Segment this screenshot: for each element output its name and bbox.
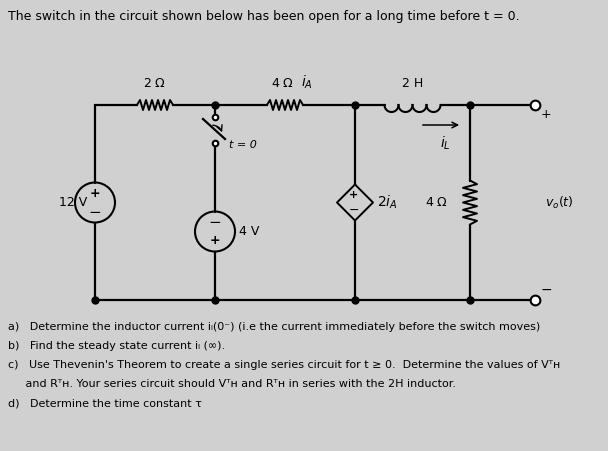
Text: ww: ww [147, 90, 163, 100]
Text: $2i_A$: $2i_A$ [377, 194, 398, 211]
Text: a)   Determine the inductor current iₗ(0⁻) (i.e the current immediately before t: a) Determine the inductor current iₗ(0⁻)… [8, 322, 541, 332]
Text: −: − [89, 205, 102, 220]
Text: t = 0: t = 0 [229, 140, 257, 150]
Text: 4 V: 4 V [239, 225, 260, 238]
Text: b)   Find the steady state current iₗ (∞).: b) Find the steady state current iₗ (∞). [8, 341, 225, 351]
Text: 4 $\Omega$: 4 $\Omega$ [425, 196, 448, 209]
Text: $i_A$: $i_A$ [301, 74, 313, 91]
Text: d)   Determine the time constant τ: d) Determine the time constant τ [8, 398, 202, 408]
Text: 4 $\Omega$: 4 $\Omega$ [272, 77, 294, 90]
Text: −: − [541, 283, 553, 297]
Text: +: + [90, 187, 100, 200]
Text: c)   Use Thevenin's Theorem to create a single series circuit for t ≥ 0.  Determ: c) Use Thevenin's Theorem to create a si… [8, 360, 560, 370]
Text: +: + [210, 234, 220, 247]
Text: 12 V: 12 V [59, 196, 87, 209]
Text: −: − [209, 215, 221, 230]
Text: $i_L$: $i_L$ [440, 135, 451, 152]
Text: +: + [541, 108, 551, 121]
Text: The switch in the circuit shown below has been open for a long time before t = 0: The switch in the circuit shown below ha… [8, 10, 520, 23]
Text: 2 H: 2 H [402, 77, 423, 90]
Text: +: + [350, 190, 359, 201]
Text: and Rᵀʜ. Your series circuit should Vᵀʜ and Rᵀʜ in series with the 2H inductor.: and Rᵀʜ. Your series circuit should Vᵀʜ … [8, 379, 456, 389]
Text: $v_o(t)$: $v_o(t)$ [545, 194, 574, 211]
Text: 2 $\Omega$: 2 $\Omega$ [143, 77, 167, 90]
Text: −: − [349, 204, 359, 217]
